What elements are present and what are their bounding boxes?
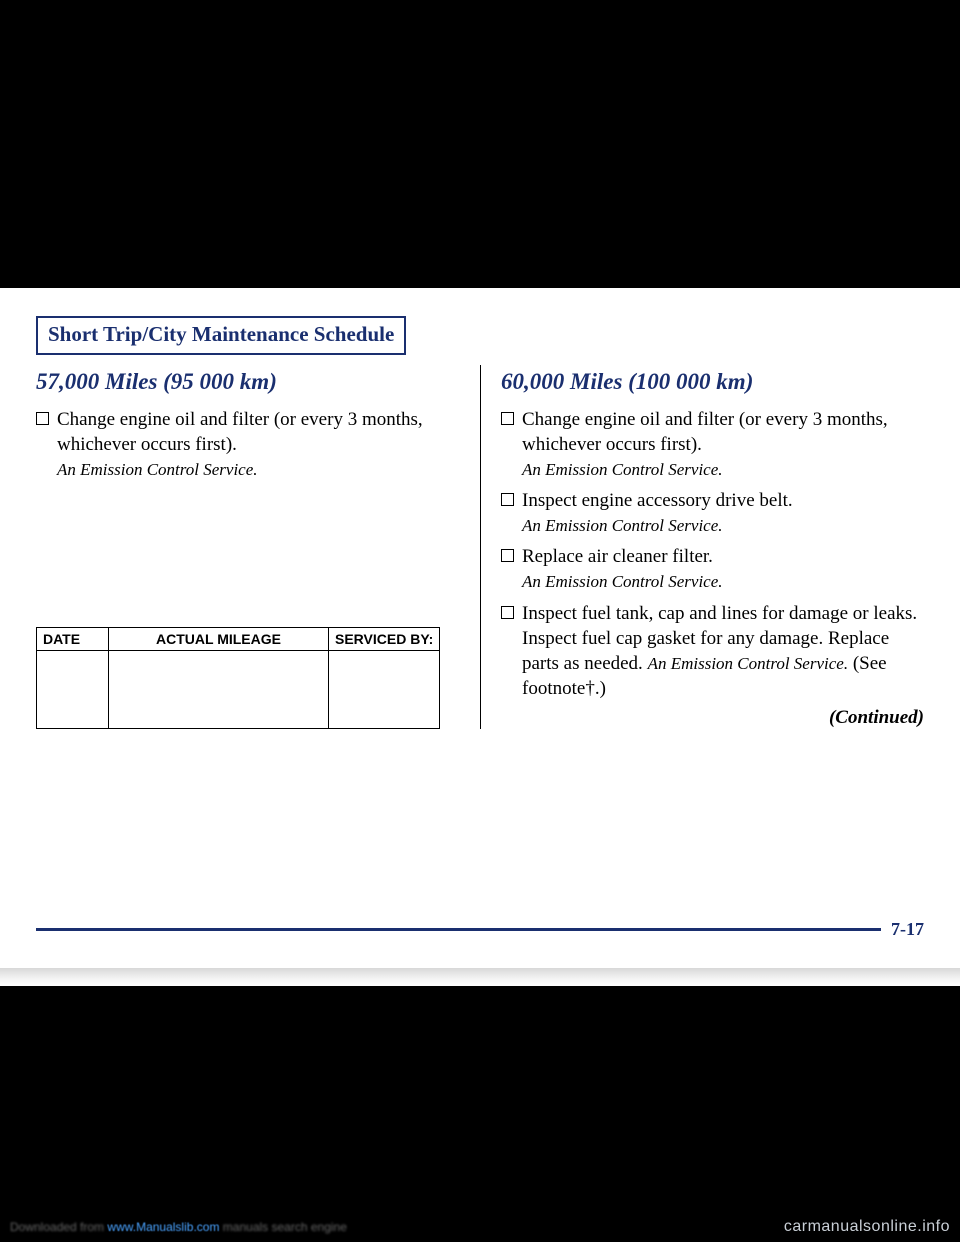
th-serviced: SERVICED BY: bbox=[329, 627, 440, 650]
right-column: 60,000 Miles (100 000 km) Change engine … bbox=[480, 365, 924, 729]
table-row bbox=[37, 650, 440, 728]
maintenance-item: Inspect fuel tank, cap and lines for dam… bbox=[501, 601, 924, 701]
miles-heading-57k: 57,000 Miles (95 000 km) bbox=[36, 369, 460, 395]
item-body: Change engine oil and filter (or every 3… bbox=[522, 407, 924, 482]
schedule-title: Short Trip/City Maintenance Schedule bbox=[48, 322, 394, 346]
download-credit: Downloaded from www.Manualslib.com manua… bbox=[10, 1220, 347, 1234]
schedule-title-box: Short Trip/City Maintenance Schedule bbox=[36, 316, 406, 355]
maintenance-item: Change engine oil and filter (or every 3… bbox=[36, 407, 460, 482]
item-body: Inspect engine accessory drive belt. An … bbox=[522, 488, 924, 538]
watermark: carmanualsonline.info bbox=[784, 1218, 950, 1236]
left-column: 57,000 Miles (95 000 km) Change engine o… bbox=[36, 365, 480, 729]
download-link[interactable]: www.Manualslib.com bbox=[107, 1220, 219, 1234]
emission-note: An Emission Control Service. bbox=[522, 460, 723, 479]
item-text: Replace air cleaner filter. bbox=[522, 546, 713, 567]
service-record-table: DATE ACTUAL MILEAGE SERVICED BY: bbox=[36, 627, 440, 729]
emission-note: An Emission Control Service. bbox=[522, 572, 723, 591]
maintenance-item: Replace air cleaner filter. An Emission … bbox=[501, 544, 924, 594]
td-serviced[interactable] bbox=[329, 650, 440, 728]
checkbox-icon[interactable] bbox=[501, 549, 514, 562]
columns: 57,000 Miles (95 000 km) Change engine o… bbox=[36, 365, 924, 729]
miles-heading-60k: 60,000 Miles (100 000 km) bbox=[501, 369, 924, 395]
item-body: Change engine oil and filter (or every 3… bbox=[57, 407, 460, 482]
emission-note: An Emission Control Service. bbox=[57, 460, 258, 479]
manual-page: Short Trip/City Maintenance Schedule 57,… bbox=[0, 288, 960, 968]
item-text: Inspect engine accessory drive belt. bbox=[522, 490, 793, 511]
page-footer: 7-17 bbox=[36, 919, 924, 940]
columns-wrap: 57,000 Miles (95 000 km) Change engine o… bbox=[36, 365, 924, 905]
checkbox-icon[interactable] bbox=[36, 412, 49, 425]
download-tail: manuals search engine bbox=[223, 1220, 347, 1234]
footer-rule bbox=[36, 928, 881, 931]
maintenance-item: Change engine oil and filter (or every 3… bbox=[501, 407, 924, 482]
td-date[interactable] bbox=[37, 650, 109, 728]
item-body: Replace air cleaner filter. An Emission … bbox=[522, 544, 924, 594]
maintenance-item: Inspect engine accessory drive belt. An … bbox=[501, 488, 924, 538]
page-number: 7-17 bbox=[881, 919, 924, 940]
item-body: Inspect fuel tank, cap and lines for dam… bbox=[522, 601, 924, 701]
checkbox-icon[interactable] bbox=[501, 493, 514, 506]
item-text: Change engine oil and filter (or every 3… bbox=[57, 409, 423, 455]
table-header-row: DATE ACTUAL MILEAGE SERVICED BY: bbox=[37, 627, 440, 650]
continued-label: (Continued) bbox=[501, 707, 924, 729]
checkbox-icon[interactable] bbox=[501, 412, 514, 425]
th-mileage: ACTUAL MILEAGE bbox=[109, 627, 329, 650]
checkbox-icon[interactable] bbox=[501, 606, 514, 619]
emission-note: An Emission Control Service. bbox=[522, 516, 723, 535]
bottom-bar: Downloaded from www.Manualslib.com manua… bbox=[0, 1212, 960, 1242]
th-date: DATE bbox=[37, 627, 109, 650]
td-mileage[interactable] bbox=[109, 650, 329, 728]
download-text: Downloaded from bbox=[10, 1220, 104, 1234]
emission-note: An Emission Control Service. bbox=[648, 654, 849, 673]
item-text: Change engine oil and filter (or every 3… bbox=[522, 409, 888, 455]
page-shadow bbox=[0, 968, 960, 986]
